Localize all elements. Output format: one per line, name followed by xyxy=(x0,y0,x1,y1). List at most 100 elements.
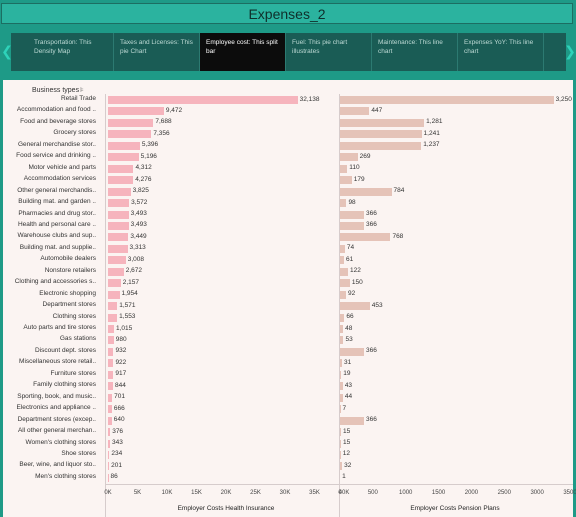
health-insurance-bar[interactable] xyxy=(108,199,130,208)
pension-plan-bar[interactable] xyxy=(340,279,350,288)
pension-plan-bar[interactable] xyxy=(340,336,344,345)
story-point-2[interactable]: Employee cost: This split bar xyxy=(200,33,286,71)
category-label[interactable]: Motor vehicle and parts xyxy=(28,163,96,171)
category-label[interactable]: Warehouse clubs and sup.. xyxy=(17,232,96,240)
health-insurance-bar[interactable] xyxy=(108,450,110,459)
category-label[interactable]: Women's clothing stores xyxy=(25,438,96,446)
category-label[interactable]: Electronic shopping xyxy=(39,289,96,297)
health-insurance-bar[interactable] xyxy=(108,164,134,173)
pension-plan-bar[interactable] xyxy=(340,256,344,265)
category-label[interactable]: Clothing and accessories s.. xyxy=(14,278,96,286)
health-insurance-bar[interactable] xyxy=(108,210,129,219)
category-label[interactable]: Clothing stores xyxy=(52,312,96,320)
pension-plan-bar[interactable] xyxy=(340,153,358,162)
category-label[interactable]: Shoe stores xyxy=(61,449,96,457)
health-insurance-bar[interactable] xyxy=(108,336,114,345)
column-header[interactable]: Business types⊧ xyxy=(32,86,84,94)
pension-plan-bar[interactable] xyxy=(340,244,345,253)
health-insurance-bar[interactable] xyxy=(108,462,110,471)
chevron-right-icon[interactable]: ❯ xyxy=(564,44,576,60)
pension-plan-bar[interactable] xyxy=(340,450,341,459)
health-insurance-bar[interactable] xyxy=(108,405,112,414)
category-label[interactable]: Pharmacies and drug stor.. xyxy=(18,209,96,217)
pension-plan-bar[interactable] xyxy=(340,462,343,471)
category-label[interactable]: Family clothing stores xyxy=(33,381,96,389)
health-insurance-bar[interactable] xyxy=(108,290,120,299)
category-label[interactable]: Discount dept. stores xyxy=(34,346,96,354)
category-label[interactable]: Miscellaneous store retail.. xyxy=(19,358,96,366)
health-insurance-bar[interactable] xyxy=(108,233,129,242)
pension-plan-bar[interactable] xyxy=(340,439,341,448)
category-label[interactable]: Automobile dealers xyxy=(40,255,96,263)
story-point-3[interactable]: Fuel: This pie chart illustrates xyxy=(286,33,372,71)
health-insurance-bar[interactable] xyxy=(108,267,124,276)
filter-icon[interactable]: ⊧ xyxy=(80,87,84,94)
pension-plan-bar[interactable] xyxy=(340,416,365,425)
pension-plan-bar[interactable] xyxy=(340,118,425,127)
category-label[interactable]: Food and beverage stores xyxy=(20,117,96,125)
category-label[interactable]: Building mat. and supplie.. xyxy=(19,243,96,251)
health-insurance-bar[interactable] xyxy=(108,279,121,288)
health-insurance-bar[interactable] xyxy=(108,118,154,127)
category-label[interactable]: Health and personal care .. xyxy=(17,220,96,228)
health-insurance-bar[interactable] xyxy=(108,439,111,448)
health-insurance-bar[interactable] xyxy=(108,256,126,265)
pension-plan-bar[interactable] xyxy=(340,176,352,185)
chevron-left-icon[interactable]: ❮ xyxy=(1,44,13,60)
pension-plan-bar[interactable] xyxy=(340,393,343,402)
pension-plan-bar[interactable] xyxy=(340,141,422,150)
category-label[interactable]: Food service and drinking .. xyxy=(16,152,96,160)
health-insurance-bar[interactable] xyxy=(108,393,113,402)
pension-plan-bar[interactable] xyxy=(340,96,554,104)
category-label[interactable]: Other general merchandis.. xyxy=(17,186,96,194)
pension-plan-bar[interactable] xyxy=(340,107,370,116)
category-label[interactable]: Grocery stores xyxy=(53,129,96,137)
pension-plan-bar[interactable] xyxy=(340,199,347,208)
pension-plan-bar[interactable] xyxy=(340,164,348,173)
pension-plan-bar[interactable] xyxy=(340,313,345,322)
pension-plan-bar[interactable] xyxy=(340,382,343,391)
health-insurance-bar[interactable] xyxy=(108,302,118,311)
category-label[interactable]: Auto parts and tire stores xyxy=(23,324,96,331)
pension-plan-bar[interactable] xyxy=(340,302,370,311)
health-insurance-bar[interactable] xyxy=(108,221,129,230)
category-label[interactable]: All other general merchan.. xyxy=(17,427,96,435)
health-insurance-bar[interactable] xyxy=(108,153,139,162)
health-insurance-bar[interactable] xyxy=(108,325,114,333)
pension-plan-bar[interactable] xyxy=(340,290,347,299)
health-insurance-bar[interactable] xyxy=(108,370,114,379)
health-insurance-bar[interactable] xyxy=(108,96,298,104)
health-insurance-bar[interactable] xyxy=(108,428,111,437)
health-insurance-bar[interactable] xyxy=(108,187,131,196)
category-label[interactable]: Department stores (excep.. xyxy=(17,415,96,423)
health-insurance-bar[interactable] xyxy=(108,347,114,356)
pension-plan-bar[interactable] xyxy=(340,267,349,276)
health-insurance-bar[interactable] xyxy=(108,107,164,116)
story-point-4[interactable]: Maintenance: This line chart xyxy=(372,33,458,71)
category-label[interactable]: Nonstore retailers xyxy=(44,266,96,274)
category-label[interactable]: General merchandise stor.. xyxy=(17,140,96,148)
story-point-0[interactable]: Transportation: This Density Map xyxy=(28,33,114,71)
health-insurance-bar[interactable] xyxy=(108,244,128,253)
health-insurance-bar[interactable] xyxy=(108,473,109,482)
category-label[interactable]: Retail Trade xyxy=(60,95,96,102)
category-label[interactable]: Gas stations xyxy=(59,335,96,343)
category-label[interactable]: Sporting, book, and music.. xyxy=(17,392,96,400)
health-insurance-bar[interactable] xyxy=(108,313,118,322)
pension-plan-bar[interactable] xyxy=(340,347,365,356)
pension-plan-bar[interactable] xyxy=(340,187,392,196)
category-label[interactable]: Electronics and appliance .. xyxy=(16,404,97,412)
category-label[interactable]: Building mat. and garden .. xyxy=(18,198,96,206)
category-label[interactable]: Furniture stores xyxy=(50,369,96,377)
pension-plan-bar[interactable] xyxy=(340,210,365,219)
health-insurance-bar[interactable] xyxy=(108,382,113,391)
pension-plan-bar[interactable] xyxy=(340,233,391,242)
category-label[interactable]: Beer, wine, and liquor sto.. xyxy=(19,461,96,469)
pension-plan-bar[interactable] xyxy=(340,370,342,379)
pension-plan-bar[interactable] xyxy=(340,130,422,139)
category-label[interactable]: Accommodation services xyxy=(23,175,96,183)
pension-plan-bar[interactable] xyxy=(340,221,365,230)
health-insurance-bar[interactable] xyxy=(108,141,140,150)
health-insurance-bar[interactable] xyxy=(108,416,112,425)
pension-plan-bar[interactable] xyxy=(340,359,343,368)
